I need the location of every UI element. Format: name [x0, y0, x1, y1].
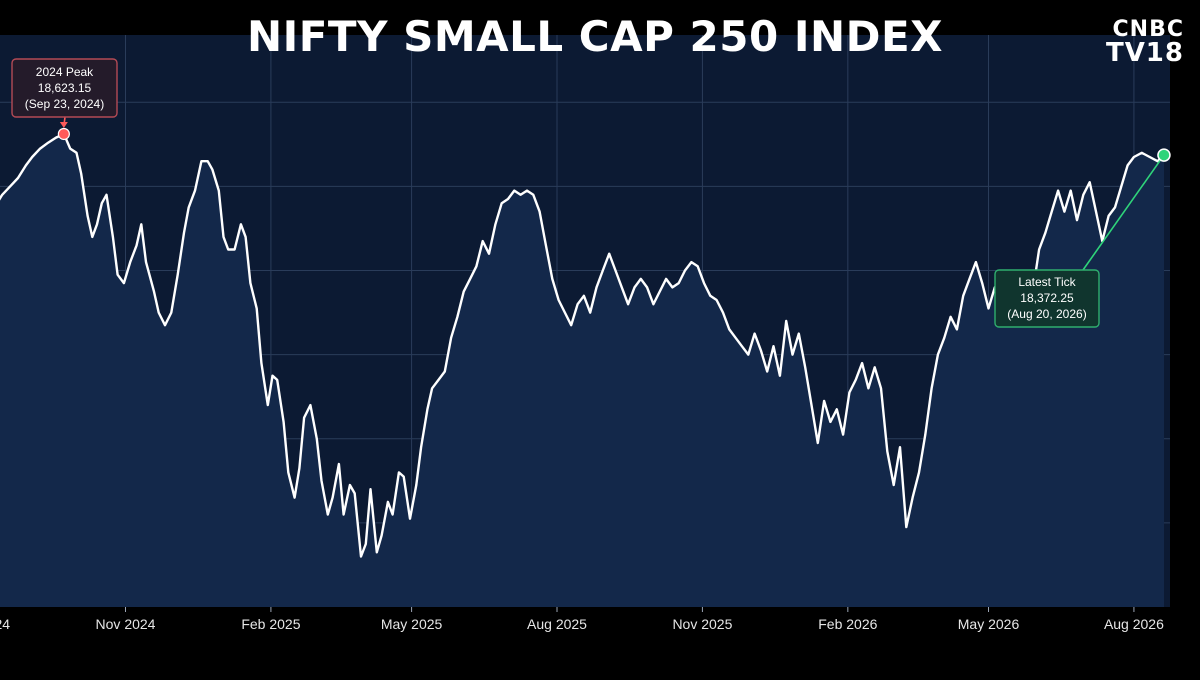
- x-tick-label: Aug 2026: [1104, 616, 1164, 632]
- latest-connector: [1082, 154, 1165, 271]
- x-tick-label: Nov 2024: [96, 616, 156, 632]
- series-line: [0, 132, 1165, 558]
- latest-label-line: 18,372.25: [1020, 291, 1074, 305]
- x-tick-label: Nov 2025: [672, 616, 732, 632]
- latest-label-box: [994, 269, 1100, 328]
- logo-line-1: CNBC: [1112, 17, 1184, 42]
- peak-label-line: 18,623.15: [38, 81, 92, 95]
- series-area: [0, 134, 1164, 607]
- x-tick-label: May 2025: [381, 616, 443, 632]
- logo-line-2: TV18: [1105, 37, 1184, 68]
- peak-label-box: [11, 58, 118, 118]
- peak-label-line: (Sep 23, 2024): [25, 97, 104, 111]
- x-tick-label: May 2026: [958, 616, 1020, 632]
- latest-label-line: (Aug 20, 2026): [1007, 307, 1086, 321]
- latest-label-line: Latest Tick: [1018, 275, 1076, 289]
- chart-title: NIFTY SMALL CAP 250 INDEX: [246, 12, 944, 61]
- x-axis-ticks: Aug 2024 Nov 2024 Feb 2025 May 2025 Aug 2025…: [0, 607, 1164, 632]
- peak-marker: [57, 127, 70, 141]
- x-tick-label: Feb 2026: [818, 616, 877, 632]
- x-tick-label: Feb 2025: [241, 616, 300, 632]
- annotations: 2024 Peak 18,623.15 (Sep 23, 2024) Latest T…: [11, 58, 1171, 328]
- peak-label-line: 2024 Peak: [36, 65, 94, 79]
- cnbc-tv18-logo: CNBC TV18: [1094, 17, 1184, 68]
- peak-arrowhead: [59, 121, 68, 128]
- latest-marker: [1157, 148, 1171, 162]
- x-tick-label: Aug 2024: [0, 616, 10, 632]
- x-tick-label: Aug 2025: [527, 616, 587, 632]
